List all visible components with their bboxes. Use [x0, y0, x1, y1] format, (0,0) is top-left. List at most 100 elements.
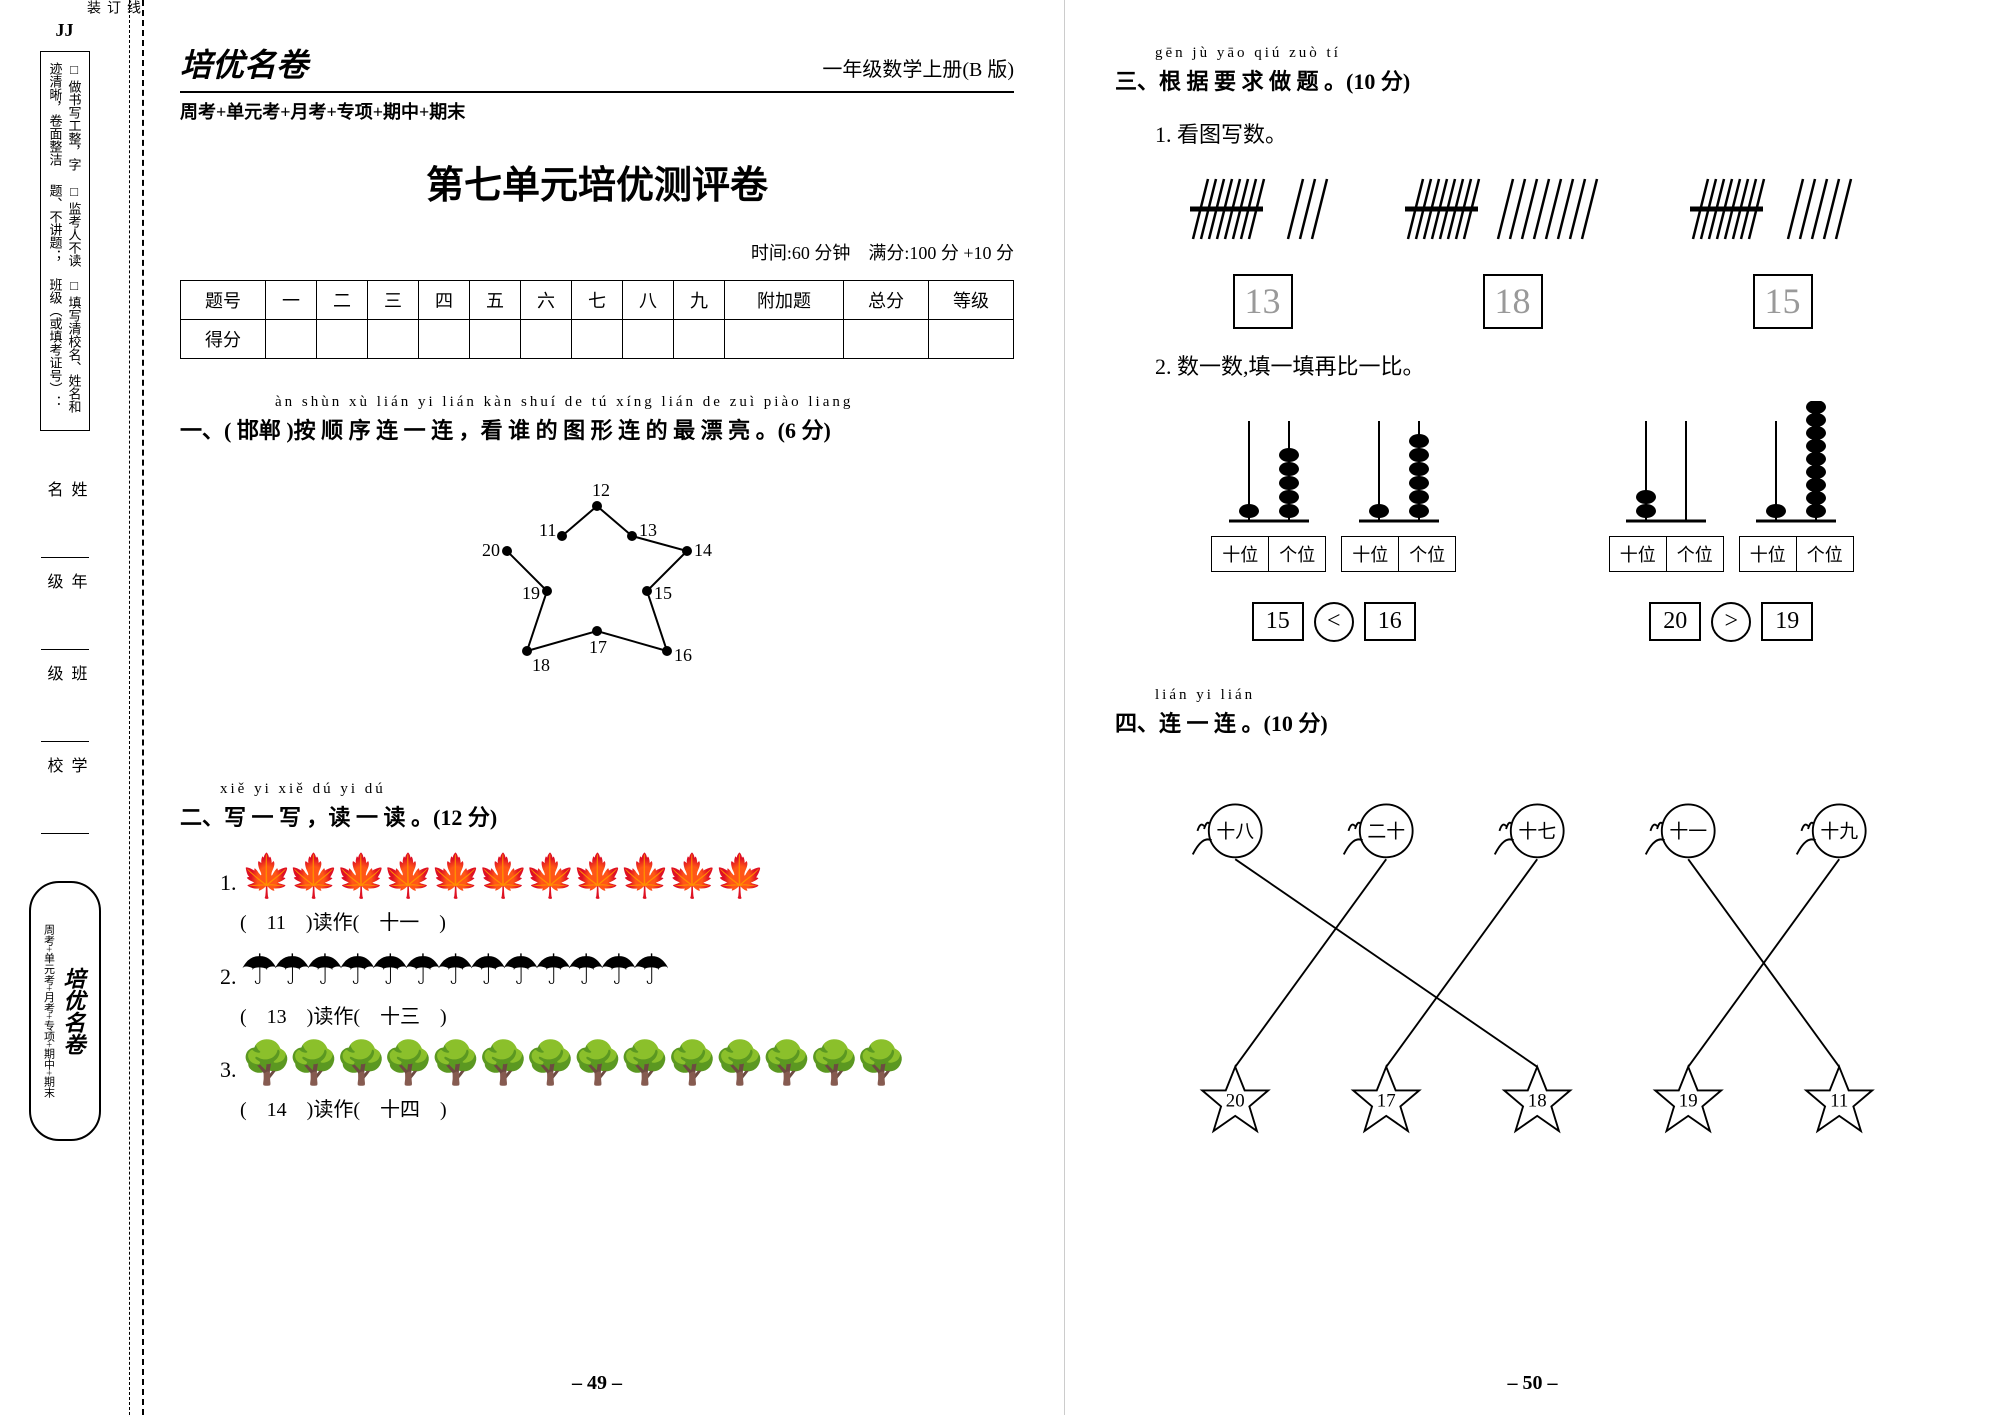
- svg-text:17: 17: [589, 637, 607, 657]
- svg-text:14: 14: [694, 540, 712, 560]
- compare-row: 15 < 16 20 > 19: [1135, 602, 1930, 642]
- header-cell: 一: [266, 281, 317, 320]
- abacus-pair-1: 十位个位 十位个位: [1211, 401, 1456, 572]
- abacus-pair-2: 十位个位 十位个位: [1609, 401, 1854, 572]
- svg-text:15: 15: [654, 583, 672, 603]
- question-text: 三、根 据 要 求 做 题 。(10 分): [1115, 69, 1410, 94]
- sticks-15-icon: [1683, 169, 1883, 259]
- exam-title: 第七单元培优测评卷: [180, 154, 1014, 209]
- svg-text:19: 19: [522, 583, 540, 603]
- header-cell: 六: [521, 281, 572, 320]
- answer-line: ( 14 )读作( 十四 ): [240, 1093, 1014, 1122]
- connect-svg: 十八 二十 十七 十一 十九 20 17: [1155, 773, 1910, 1153]
- operator: >: [1711, 602, 1751, 642]
- pinyin: lián yi lián: [1155, 682, 1950, 709]
- count-item-2: 2. ☂☂☂☂☂☂☂☂☂☂☂☂☂ ( 13 )读作( 十三 ): [220, 945, 1014, 1029]
- score-table: 题号 一 二 三 四 五 六 七 八 九 附加题 总分 等级 得分: [180, 280, 1014, 359]
- question-text: 二、写 一 写 ，读 一 读 。(12 分): [180, 805, 497, 830]
- answer-box: 18: [1483, 274, 1543, 329]
- fold-label: 订: [102, 0, 122, 1415]
- page-right: gēn jù yāo qiú zuò tí 三、根 据 要 求 做 题 。(10…: [1065, 0, 2000, 1415]
- abacus-icon: [1746, 401, 1846, 531]
- svg-text:17: 17: [1377, 1091, 1396, 1112]
- question-2-title: xiě yi xiě dú yi dú 二、写 一 写 ，读 一 读 。(12 …: [180, 776, 1014, 838]
- abacus-icon: [1616, 401, 1716, 531]
- sticks-18-icon: [1398, 169, 1628, 259]
- operator: <: [1314, 602, 1354, 642]
- sticks-row: 13: [1155, 169, 1910, 329]
- count-item-1: 1. 🍁🍁🍁🍁🍁🍁🍁🍁🍁🍁🍁 ( 11 )读作( 十一 ): [220, 852, 1014, 935]
- header-cell: 附加题: [725, 281, 844, 320]
- place-label: 十位个位: [1211, 536, 1326, 572]
- svg-text:11: 11: [1830, 1091, 1848, 1112]
- header-cell: 总分: [844, 281, 929, 320]
- sub-question-2: 2. 数一数,填一填再比一比。: [1155, 349, 1950, 381]
- abacus-row: 十位个位 十位个位: [1135, 401, 1930, 572]
- question-3-title: gēn jù yāo qiú zuò tí 三、根 据 要 求 做 题 。(10…: [1115, 40, 1950, 102]
- answer-box: 13: [1233, 274, 1293, 329]
- pinyin: xiě yi xiě dú yi dú: [220, 776, 1014, 803]
- stick-group-1: 13: [1183, 169, 1343, 329]
- place-label: 十位个位: [1341, 536, 1456, 572]
- question-1-title: àn shùn xù lián yi lián kàn shuí de tú x…: [180, 389, 1014, 451]
- table-row: 得分: [181, 320, 1014, 359]
- page-left: 培优名卷 一年级数学上册(B 版) 周考+单元考+月考+专项+期中+期末 第七单…: [130, 0, 1065, 1415]
- page-number: – 50 –: [1508, 1372, 1558, 1395]
- item-num: 3.: [220, 1057, 237, 1082]
- svg-text:19: 19: [1679, 1091, 1698, 1112]
- svg-text:二十: 二十: [1367, 821, 1405, 843]
- header-cell: 七: [572, 281, 623, 320]
- stick-group-3: 15: [1683, 169, 1883, 329]
- leaf-icons: 🍁🍁🍁🍁🍁🍁🍁🍁🍁🍁🍁: [241, 854, 761, 900]
- svg-text:18: 18: [532, 655, 550, 675]
- table-row: 题号 一 二 三 四 五 六 七 八 九 附加题 总分 等级: [181, 281, 1014, 320]
- header-cell: 八: [623, 281, 674, 320]
- sub-question-1: 1. 看图写数。: [1155, 117, 1950, 149]
- answer-line: ( 13 )读作( 十三 ): [240, 1000, 1014, 1029]
- pinyin: gēn jù yāo qiú zuò tí: [1155, 40, 1950, 67]
- logo-sub: 周考+单元考+月考+专项+期中+期末: [41, 924, 57, 1098]
- svg-text:20: 20: [1226, 1091, 1245, 1112]
- pages-container: 培优名卷 一年级数学上册(B 版) 周考+单元考+月考+专项+期中+期末 第七单…: [130, 0, 2000, 1415]
- connect-diagram: 十八 二十 十七 十一 十九 20 17: [1155, 773, 1910, 1153]
- abacus-19: 十位个位: [1739, 401, 1854, 572]
- umbrella-icons: ☂☂☂☂☂☂☂☂☂☂☂☂☂: [241, 948, 665, 994]
- abacus-icon: [1349, 401, 1449, 531]
- num-b: 19: [1761, 602, 1813, 641]
- svg-text:20: 20: [482, 540, 500, 560]
- tree-icons: 🌳🌳🌳🌳🌳🌳🌳🌳🌳🌳🌳🌳🌳🌳: [241, 1041, 903, 1087]
- count-item-3: 3. 🌳🌳🌳🌳🌳🌳🌳🌳🌳🌳🌳🌳🌳🌳 ( 14 )读作( 十四 ): [220, 1039, 1014, 1122]
- place-label: 十位个位: [1739, 536, 1854, 572]
- compare-2: 20 > 19: [1649, 602, 1813, 642]
- page-header: 培优名卷 一年级数学上册(B 版): [180, 40, 1014, 93]
- num-b: 16: [1364, 602, 1416, 641]
- sticks-13-icon: [1183, 169, 1343, 259]
- header-cell: 二: [317, 281, 368, 320]
- svg-text:11: 11: [539, 520, 556, 540]
- header-cell: 四: [419, 281, 470, 320]
- abacus-icon: [1219, 401, 1319, 531]
- star-connect-dots: 12 11 13 14 20 15 19 16 18 17: [180, 471, 1014, 736]
- header-cell: 三: [368, 281, 419, 320]
- svg-text:18: 18: [1528, 1091, 1547, 1112]
- header-cell: 等级: [929, 281, 1014, 320]
- answer-line: ( 11 )读作( 十一 ): [240, 906, 1014, 935]
- place-label: 十位个位: [1609, 536, 1724, 572]
- header-logo: 培优名卷: [180, 40, 308, 86]
- svg-text:16: 16: [674, 645, 692, 665]
- header-cell: 五: [470, 281, 521, 320]
- svg-text:十七: 十七: [1518, 821, 1556, 843]
- item-num: 2.: [220, 964, 237, 989]
- cell: 得分: [181, 320, 266, 359]
- subheader: 周考+单元考+月考+专项+期中+期末: [180, 98, 1014, 124]
- item-num: 1.: [220, 870, 237, 895]
- grade-info: 一年级数学上册(B 版): [822, 53, 1014, 82]
- binding-margin: JJ □ 做书写工整，字迹清晰，卷面整洁 □ 监考人不读题、不讲题； □ 填写清…: [0, 0, 130, 1415]
- svg-text:十一: 十一: [1669, 821, 1707, 843]
- svg-text:13: 13: [639, 520, 657, 540]
- instruction: □ 填写清校名、姓名和班级（或填考证号）：: [46, 278, 84, 420]
- num-a: 15: [1252, 602, 1304, 641]
- time-score: 时间:60 分钟 满分:100 分 +10 分: [180, 239, 1014, 265]
- abacus-15: 十位个位: [1211, 401, 1326, 572]
- series-code: JJ: [56, 20, 74, 41]
